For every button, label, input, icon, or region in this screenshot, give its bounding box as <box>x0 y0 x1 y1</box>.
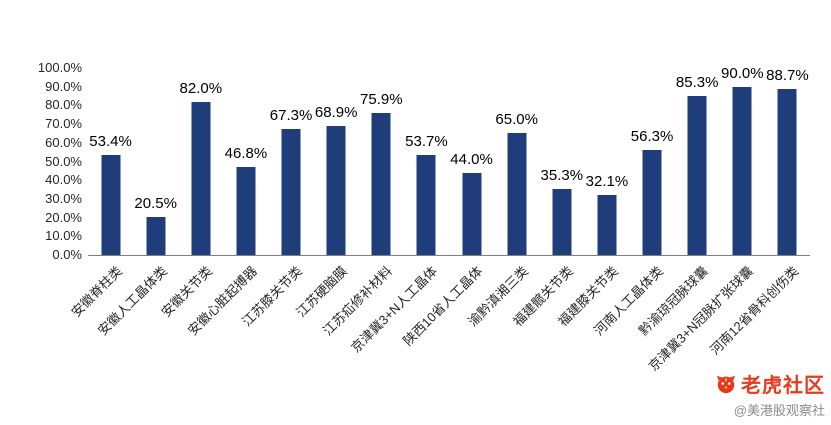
bar <box>326 126 346 255</box>
bar <box>687 95 707 255</box>
bar-slot: 53.7% <box>404 68 449 255</box>
bar-value-label: 32.1% <box>585 172 629 190</box>
watermark-handle: @美港股观察社 <box>733 403 825 418</box>
y-axis: 0.0% 10.0% 20.0% 30.0% 40.0% 50.0% 60.0% 70.0% 8… <box>10 61 82 262</box>
bar-value-label: 88.7% <box>766 67 809 85</box>
bar <box>371 113 391 255</box>
bar <box>101 155 121 255</box>
y-axis-tick-label: 90.0% <box>45 78 82 94</box>
y-axis-tick-label: 40.0% <box>45 172 82 188</box>
bar <box>416 154 436 255</box>
bar-value-label: 53.4% <box>89 133 132 151</box>
watermark-brand: 老虎社区 <box>741 375 825 397</box>
x-axis-labels: 安徽脊柱类 安徽人工晶体类 安徽关节类 安徽心脏起搏器 江苏膝关节类 江苏硬脑膜 江苏疝修补… <box>68 258 810 388</box>
bar <box>642 149 662 255</box>
bar-slot: 35.3% <box>539 68 584 255</box>
bar <box>462 172 482 255</box>
plot-area: 53.4% 20.5% 82.0% 46.8% 67.3% 68.9% 75.9% 53.7%… <box>88 64 810 256</box>
bar-slot: 82.0% <box>178 68 223 255</box>
bar-value-label: 67.3% <box>269 107 313 125</box>
bar-value-label: 65.0% <box>495 111 538 129</box>
y-axis-tick-label: 60.0% <box>45 134 82 150</box>
bar <box>191 101 211 255</box>
y-axis-tick-label: 20.0% <box>45 209 82 225</box>
bar <box>146 216 166 255</box>
y-axis-tick-label: 30.0% <box>45 190 82 206</box>
bar-value-label: 90.0% <box>721 64 764 82</box>
watermark: 老虎社区 @美港股观察社 <box>715 369 825 419</box>
x-axis-category-label: 陕西10省人工晶体 <box>400 263 486 349</box>
bar-value-label: 82.0% <box>179 79 223 97</box>
bar-slot: 67.3% <box>269 68 314 255</box>
y-axis-tick-label: 10.0% <box>45 228 82 244</box>
bar-slot: 68.9% <box>314 68 359 255</box>
bar-slot: 20.5% <box>133 68 178 255</box>
bar <box>507 133 527 255</box>
bar-slot: 44.0% <box>449 68 494 255</box>
y-axis-tick-label: 0.0% <box>52 247 82 262</box>
bar <box>597 194 617 255</box>
bar-value-label: 35.3% <box>540 167 584 184</box>
bar-slot: 88.7% <box>765 68 810 255</box>
bar-value-label: 56.3% <box>630 127 674 145</box>
bar-slot: 65.0% <box>494 68 539 255</box>
tiger-logo-icon <box>715 373 737 395</box>
bar <box>236 167 256 255</box>
bar <box>552 189 572 255</box>
bar <box>732 86 752 255</box>
y-axis-tick-label: 50.0% <box>45 153 82 169</box>
x-axis-category-label: 河南12省骨科创伤类 <box>706 263 802 358</box>
bar-slot: 56.3% <box>630 68 675 255</box>
bar-slot: 32.1% <box>584 68 629 255</box>
bar-value-label: 44.0% <box>450 150 493 168</box>
bar-slot: 75.9% <box>359 68 404 255</box>
y-axis-tick-label: 80.0% <box>45 97 82 113</box>
bar-value-label: 53.7% <box>405 132 448 150</box>
y-axis-tick-label: 70.0% <box>45 116 82 132</box>
bar-value-label: 68.9% <box>314 104 358 122</box>
bar-slot: 90.0% <box>720 64 765 255</box>
bar-slot: 85.3% <box>675 68 720 255</box>
bar <box>281 129 301 255</box>
bar <box>777 89 797 255</box>
bar-slot: 53.4% <box>88 68 133 255</box>
bar-value-label: 75.9% <box>360 91 403 109</box>
bar-value-label: 46.8% <box>224 145 268 163</box>
bar-value-label: 20.5% <box>134 194 177 212</box>
y-axis-tick-label: 100.0% <box>37 60 82 75</box>
bar-value-label: 85.3% <box>675 73 719 91</box>
bar-slot: 46.8% <box>223 68 268 255</box>
